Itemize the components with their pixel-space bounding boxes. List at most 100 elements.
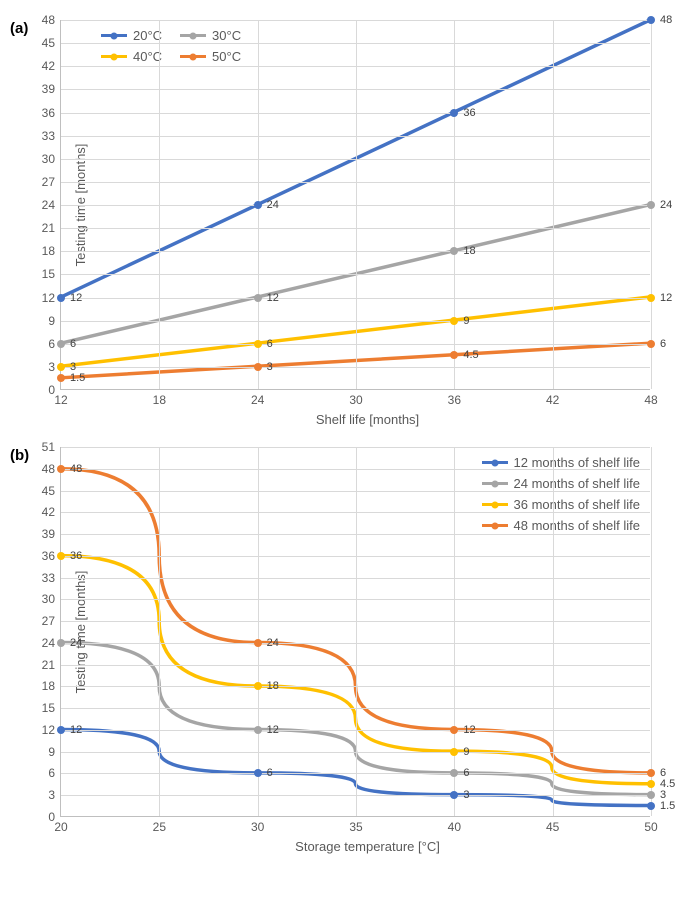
ytick-label: 39	[42, 527, 61, 541]
series-marker	[647, 16, 655, 24]
legend-row: 40°C 50°C	[101, 49, 241, 64]
legend-swatch-icon	[482, 524, 508, 527]
xtick-label: 12	[54, 389, 67, 407]
gridline-v	[258, 447, 259, 816]
legend-label: 40°C	[133, 49, 162, 64]
data-label: 4.5	[463, 349, 478, 361]
gridline-v	[356, 447, 357, 816]
chart-b-plot: Testing time [months] 12 months of shelf…	[60, 447, 650, 817]
ytick-label: 24	[42, 198, 61, 212]
series-marker	[254, 726, 262, 734]
xtick-label: 30	[251, 816, 264, 834]
ytick-label: 6	[48, 766, 61, 780]
series-marker	[254, 340, 262, 348]
ytick-label: 9	[48, 314, 61, 328]
xtick-label: 50	[644, 816, 657, 834]
xtick-label: 40	[448, 816, 461, 834]
ytick-label: 18	[42, 244, 61, 258]
data-label: 12	[660, 292, 672, 304]
series-marker	[57, 639, 65, 647]
series-marker	[254, 363, 262, 371]
chart-b-wrap: Testing time [months] 12 months of shelf…	[60, 447, 675, 854]
legend-row: 12 months of shelf life	[482, 455, 640, 470]
legend-item: 50°C	[180, 49, 241, 64]
ytick-label: 30	[42, 152, 61, 166]
legend-swatch-icon	[101, 34, 127, 37]
gridline-v	[454, 20, 455, 389]
xtick-label: 30	[349, 389, 362, 407]
legend-label: 36 months of shelf life	[514, 497, 640, 512]
data-label: 9	[463, 746, 469, 758]
xtick-label: 35	[349, 816, 362, 834]
gridline-v	[651, 447, 652, 816]
data-label: 3	[267, 361, 273, 373]
legend-row: 20°C30°C	[101, 28, 241, 43]
ytick-label: 15	[42, 267, 61, 281]
legend-row: 48 months of shelf life	[482, 518, 640, 533]
series-marker	[450, 769, 458, 777]
series-marker	[254, 201, 262, 209]
series-marker	[647, 294, 655, 302]
series-marker	[647, 802, 655, 810]
legend-item: 30°C	[180, 28, 241, 43]
ytick-label: 27	[42, 175, 61, 189]
legend-label: 30°C	[212, 28, 241, 43]
data-label: 48	[70, 463, 82, 475]
series-marker	[254, 639, 262, 647]
gridline-v	[553, 447, 554, 816]
data-label: 12	[463, 724, 475, 736]
legend-swatch-icon	[482, 503, 508, 506]
series-marker	[254, 769, 262, 777]
ytick-label: 51	[42, 440, 61, 454]
data-label: 4.5	[660, 778, 675, 790]
legend-item: 12 months of shelf life	[482, 455, 640, 470]
legend-label: 12 months of shelf life	[514, 455, 640, 470]
data-label: 24	[267, 199, 279, 211]
xtick-label: 48	[644, 389, 657, 407]
data-label: 48	[660, 14, 672, 26]
data-label: 12	[70, 724, 82, 736]
ytick-label: 27	[42, 614, 61, 628]
legend-swatch-icon	[101, 55, 127, 58]
gridline-v	[159, 20, 160, 389]
legend-swatch-icon	[180, 55, 206, 58]
xtick-label: 42	[546, 389, 559, 407]
ytick-label: 18	[42, 679, 61, 693]
series-marker	[254, 682, 262, 690]
ytick-label: 36	[42, 106, 61, 120]
ytick-label: 33	[42, 129, 61, 143]
data-label: 6	[660, 338, 666, 350]
ytick-label: 3	[48, 788, 61, 802]
series-marker	[57, 726, 65, 734]
data-label: 3	[70, 361, 76, 373]
series-marker	[450, 247, 458, 255]
series-marker	[450, 726, 458, 734]
xtick-label: 24	[251, 389, 264, 407]
ytick-label: 48	[42, 13, 61, 27]
panel-a: (a) Testing time [months] 20°C30°C40°C50…	[10, 20, 675, 427]
gridline-v	[553, 20, 554, 389]
data-label: 24	[660, 199, 672, 211]
legend-item: 36 months of shelf life	[482, 497, 640, 512]
data-label: 12	[267, 292, 279, 304]
data-label: 3	[463, 789, 469, 801]
ytick-label: 42	[42, 59, 61, 73]
xtick-label: 25	[153, 816, 166, 834]
data-label: 18	[463, 245, 475, 257]
legend-swatch-icon	[180, 34, 206, 37]
legend-row: 36 months of shelf life	[482, 497, 640, 512]
chart-b-xlabel: Storage temperature [°C]	[60, 839, 675, 854]
chart-a-wrap: Testing time [months] 20°C30°C40°C50°C 0…	[60, 20, 675, 427]
legend-row: 24 months of shelf life	[482, 476, 640, 491]
data-label: 6	[267, 767, 273, 779]
legend-item: 24 months of shelf life	[482, 476, 640, 491]
gridline-v	[454, 447, 455, 816]
data-label: 1.5	[70, 372, 85, 384]
data-label: 9	[463, 315, 469, 327]
chart-a-plot: Testing time [months] 20°C30°C40°C50°C 0…	[60, 20, 650, 390]
legend-swatch-icon	[482, 461, 508, 464]
legend-label: 48 months of shelf life	[514, 518, 640, 533]
data-label: 12	[70, 292, 82, 304]
series-marker	[647, 769, 655, 777]
data-label: 6	[660, 767, 666, 779]
